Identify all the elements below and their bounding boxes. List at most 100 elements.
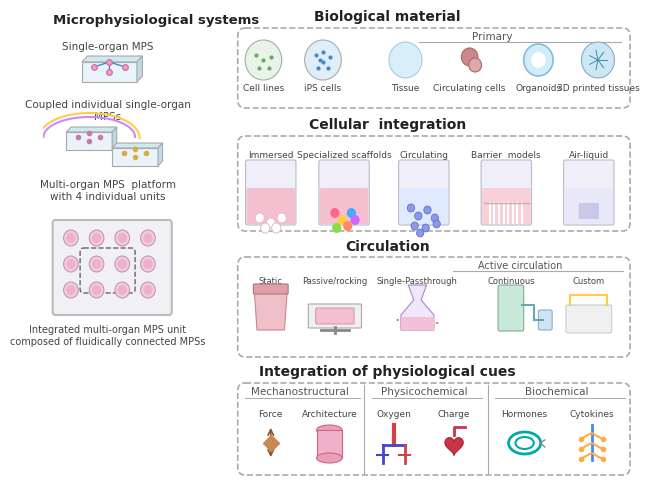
Text: Custom: Custom <box>573 277 605 286</box>
FancyBboxPatch shape <box>246 160 296 225</box>
Polygon shape <box>112 148 158 166</box>
Text: Circulating: Circulating <box>399 151 448 160</box>
Polygon shape <box>401 285 434 330</box>
Circle shape <box>407 204 415 212</box>
Circle shape <box>89 230 104 246</box>
Circle shape <box>117 233 127 243</box>
Text: Charge: Charge <box>438 410 470 419</box>
Polygon shape <box>82 56 143 62</box>
Text: Barrier  models: Barrier models <box>471 151 541 160</box>
Text: Biological material: Biological material <box>314 10 461 24</box>
Text: Hormones: Hormones <box>502 410 548 419</box>
Text: Circulating cells: Circulating cells <box>433 84 506 93</box>
Text: Specialized scaffolds: Specialized scaffolds <box>297 151 392 160</box>
Text: Active circulation: Active circulation <box>478 261 562 271</box>
Text: Architecture: Architecture <box>301 410 357 419</box>
Text: Multi-organ MPS  platform
with 4 individual units: Multi-organ MPS platform with 4 individu… <box>39 180 175 201</box>
Circle shape <box>272 223 281 233</box>
Text: Integrated multi-organ MPS unit
composed of fluidically connected MPSs: Integrated multi-organ MPS unit composed… <box>10 325 205 347</box>
Circle shape <box>245 40 282 80</box>
Circle shape <box>92 285 101 295</box>
Circle shape <box>92 233 101 243</box>
Circle shape <box>330 208 339 218</box>
Polygon shape <box>112 143 163 148</box>
Circle shape <box>431 214 439 222</box>
Circle shape <box>141 282 155 298</box>
Circle shape <box>117 259 127 269</box>
Text: 3D printed tissues: 3D printed tissues <box>557 84 639 93</box>
Circle shape <box>117 285 127 295</box>
Circle shape <box>64 230 78 246</box>
FancyBboxPatch shape <box>482 188 531 224</box>
Ellipse shape <box>317 453 342 463</box>
Circle shape <box>347 208 356 218</box>
Polygon shape <box>137 56 143 82</box>
Polygon shape <box>66 127 117 132</box>
Circle shape <box>581 42 615 78</box>
FancyBboxPatch shape <box>579 203 599 219</box>
Text: Microphysiological systems: Microphysiological systems <box>53 14 259 27</box>
Circle shape <box>143 233 152 243</box>
Text: Single-Passthrough: Single-Passthrough <box>377 277 458 286</box>
Circle shape <box>332 223 341 233</box>
Circle shape <box>89 256 104 272</box>
Text: Immersed: Immersed <box>248 151 293 160</box>
Text: Primary: Primary <box>472 32 513 42</box>
Text: Coupled individual single-organ
MPSs: Coupled individual single-organ MPSs <box>25 100 190 121</box>
Circle shape <box>277 213 286 223</box>
Text: Continuous: Continuous <box>487 277 535 286</box>
Text: Tissue: Tissue <box>392 84 420 93</box>
Polygon shape <box>445 438 463 455</box>
Circle shape <box>66 259 75 269</box>
Text: Force: Force <box>259 410 283 419</box>
Circle shape <box>350 215 360 225</box>
Polygon shape <box>112 127 117 150</box>
Circle shape <box>143 285 152 295</box>
Circle shape <box>337 215 347 225</box>
Circle shape <box>415 212 422 220</box>
FancyBboxPatch shape <box>564 188 613 224</box>
FancyBboxPatch shape <box>308 304 361 328</box>
Polygon shape <box>254 290 287 330</box>
Circle shape <box>66 285 75 295</box>
Circle shape <box>422 224 430 232</box>
Circle shape <box>524 44 553 76</box>
Polygon shape <box>401 317 434 330</box>
Polygon shape <box>66 132 112 150</box>
Circle shape <box>424 206 431 214</box>
Circle shape <box>89 282 104 298</box>
Text: Organoids: Organoids <box>515 84 561 93</box>
FancyBboxPatch shape <box>481 160 531 225</box>
FancyBboxPatch shape <box>317 430 342 458</box>
Text: Air-liquid: Air-liquid <box>569 151 609 160</box>
Circle shape <box>389 42 422 78</box>
FancyBboxPatch shape <box>399 188 448 224</box>
Circle shape <box>143 259 152 269</box>
Text: Static: Static <box>259 277 283 286</box>
Text: Circulation: Circulation <box>345 240 430 254</box>
Circle shape <box>469 58 482 72</box>
Circle shape <box>255 213 264 223</box>
FancyBboxPatch shape <box>315 308 354 324</box>
Text: Passive/rocking: Passive/rocking <box>303 277 368 286</box>
Circle shape <box>115 256 130 272</box>
Circle shape <box>304 40 341 80</box>
Circle shape <box>141 230 155 246</box>
Circle shape <box>461 48 478 66</box>
Text: Integration of physiological cues: Integration of physiological cues <box>259 365 515 379</box>
FancyBboxPatch shape <box>53 220 172 315</box>
Text: Oxygen: Oxygen <box>376 410 411 419</box>
Circle shape <box>417 229 424 237</box>
Text: Physicochemical: Physicochemical <box>381 387 467 397</box>
FancyBboxPatch shape <box>564 160 614 225</box>
FancyBboxPatch shape <box>578 190 600 220</box>
Text: Single-organ MPS: Single-organ MPS <box>62 42 154 52</box>
Circle shape <box>64 282 78 298</box>
FancyBboxPatch shape <box>539 310 552 330</box>
Circle shape <box>115 230 130 246</box>
Ellipse shape <box>317 425 342 435</box>
Text: Cellular  integration: Cellular integration <box>308 118 466 132</box>
Text: Biochemical: Biochemical <box>525 387 588 397</box>
Polygon shape <box>82 62 137 82</box>
Text: iPS cells: iPS cells <box>304 84 342 93</box>
